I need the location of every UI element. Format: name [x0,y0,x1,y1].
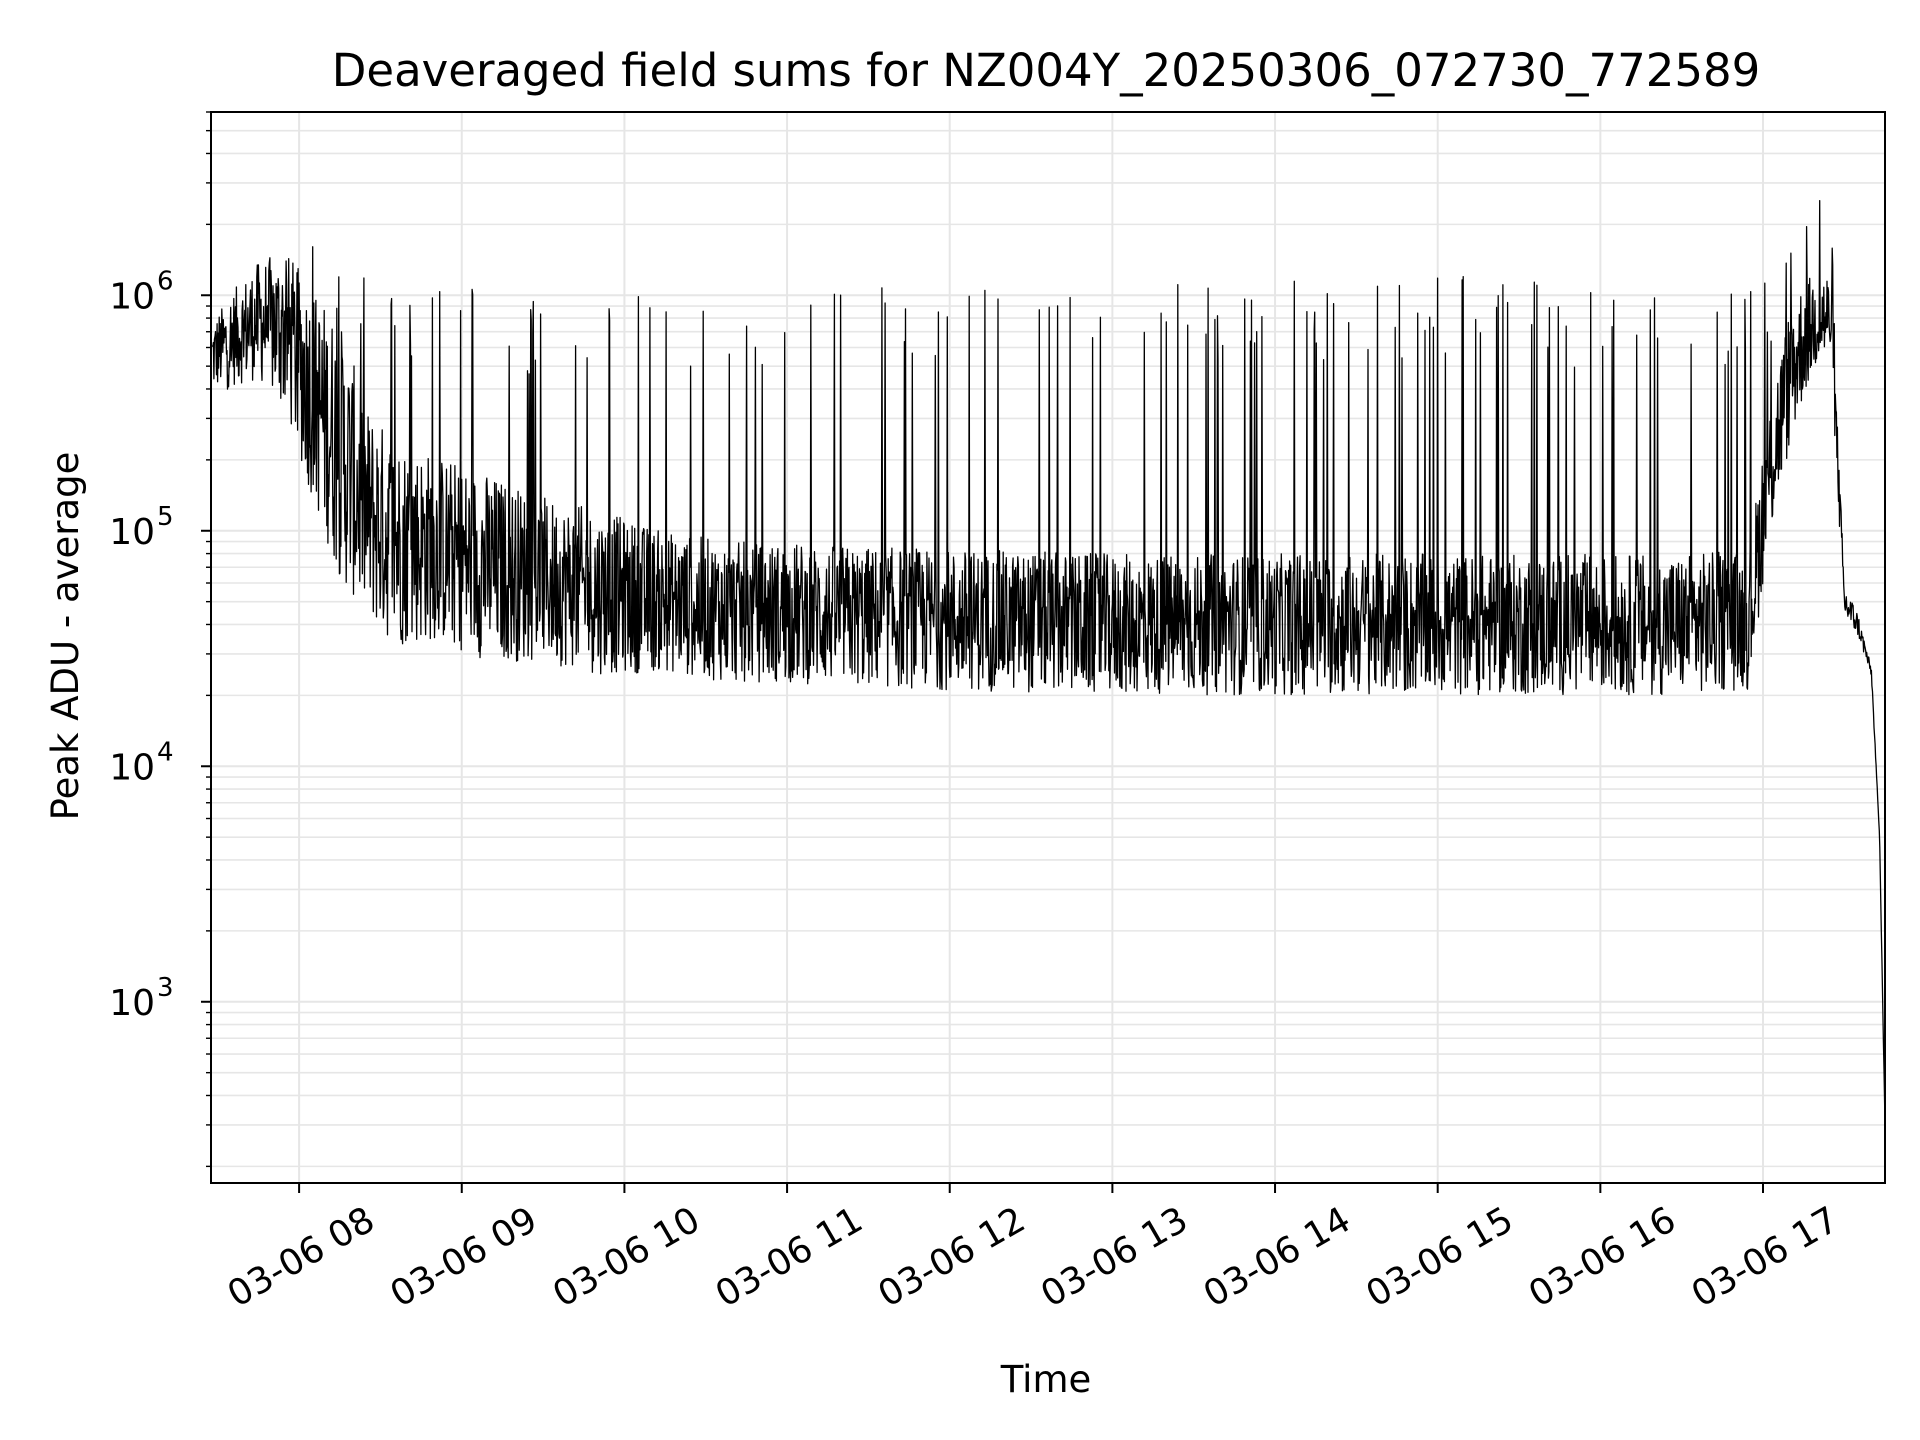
y-axis-label: Peak ADU - average [44,452,87,821]
y-tick-label-exponent: 6 [157,266,174,296]
series-layer [211,199,1886,1125]
y-tick-label-exponent: 5 [157,502,174,532]
y-tick-label: 10 [109,983,155,1024]
y-tick-label: 10 [109,747,155,788]
y-tick-label: 10 [109,512,155,553]
plot-frame [210,111,1886,1184]
y-tick-label-exponent: 4 [157,737,174,767]
x-axis-label: Time [1000,1358,1092,1401]
y-tick-label-exponent: 3 [157,973,174,1003]
series-line [211,199,1886,1125]
y-tick-label: 10 [109,276,155,317]
chart-title: Deaveraged field sums for NZ004Y_2025030… [332,44,1761,97]
